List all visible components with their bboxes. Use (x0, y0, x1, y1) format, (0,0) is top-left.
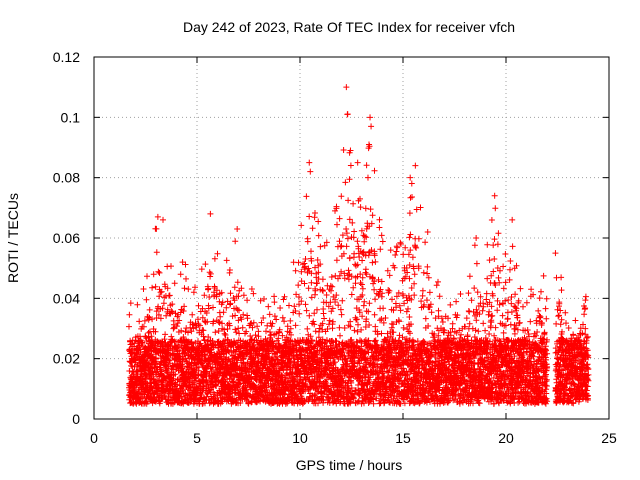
chart-title: Day 242 of 2023, Rate Of TEC Index for r… (183, 19, 515, 35)
y-tick-label: 0 (72, 411, 80, 427)
roti-spike-point (347, 147, 354, 154)
roti-spike-point (344, 111, 351, 118)
x-tick-label: 10 (292, 430, 308, 446)
y-tick-label: 0.06 (53, 230, 80, 246)
data-points (126, 84, 592, 407)
roti-spike-point (234, 225, 241, 232)
roti-spike-point (407, 174, 414, 181)
y-tick-label: 0.1 (61, 109, 81, 125)
roti-spike-point (491, 192, 498, 199)
roti-spike-point (424, 228, 431, 235)
roti-spike-point (366, 141, 373, 148)
y-tick-label: 0.02 (53, 351, 80, 367)
x-tick-label: 5 (193, 430, 201, 446)
roti-spike-point (412, 162, 419, 169)
roti-spike-point (354, 159, 361, 166)
x-axis-title: GPS time / hours (296, 457, 403, 473)
roti-point-cloud (126, 111, 592, 407)
y-axis-title: ROTI / TECUs (5, 193, 21, 283)
x-tick-label: 0 (90, 430, 98, 446)
roti-spike-point (368, 123, 375, 130)
roti-spike-point (397, 241, 404, 248)
y-tick-label: 0.12 (53, 49, 80, 65)
roti-spike-point (154, 213, 161, 220)
roti-spike-point (332, 207, 339, 214)
axis-ticks: 0 5 10 15 20 25 0 0.02 0.04 0.06 0.08 0.1 0.12 (53, 49, 617, 446)
x-tick-label: 25 (601, 430, 617, 446)
x-tick-label: 20 (498, 430, 514, 446)
gridlines (94, 57, 609, 419)
y-tick-label: 0.08 (53, 170, 80, 186)
roti-spike-point (306, 159, 313, 166)
x-tick-label: 15 (395, 430, 411, 446)
roti-spike-point (160, 216, 167, 223)
roti-spike-point (179, 259, 186, 266)
roti-spike-point (367, 114, 374, 121)
roti-spike-point (552, 250, 559, 257)
roti-spike-point (207, 210, 214, 217)
roti-spike-point (343, 84, 350, 91)
roti-spike-point (473, 235, 480, 241)
y-tick-label: 0.04 (53, 290, 80, 306)
roti-spike-point (307, 168, 314, 175)
roti-spike-point (509, 216, 516, 223)
roti-spike-point (364, 174, 371, 181)
